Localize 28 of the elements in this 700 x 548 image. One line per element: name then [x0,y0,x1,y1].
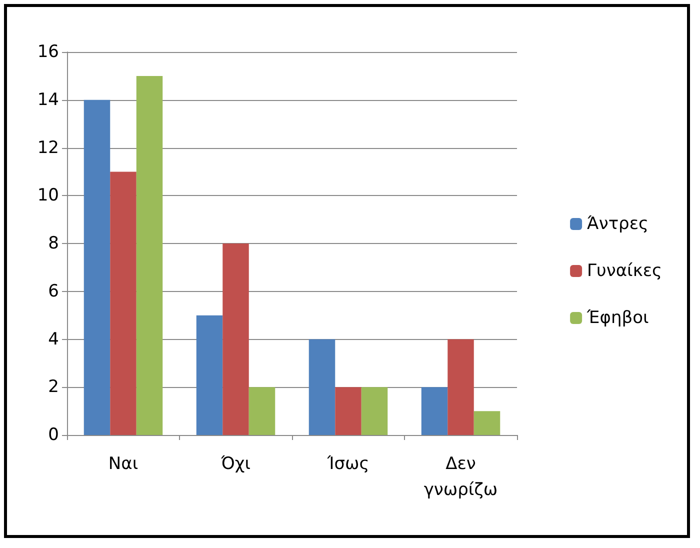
bar [308,339,336,435]
y-tick-label: 12 [37,138,59,158]
bar [248,387,276,435]
x-tick-label: Δεν γνωρίζω [424,454,498,500]
bar [474,411,500,435]
bar [222,244,249,435]
legend-label: Γυναίκες [587,261,662,281]
bar [84,100,110,435]
x-tick-label: Ίσως [326,454,370,474]
bar [335,387,362,435]
y-tick-label: 4 [48,329,59,350]
bar [421,387,448,435]
x-tick-label: Όχι [220,454,251,474]
y-tick-label: 2 [48,377,59,398]
legend-label: Άντρες [587,214,649,234]
bar [110,172,136,435]
y-tick-label: 10 [37,186,59,206]
y-tick-label: 0 [48,425,59,445]
y-tick-label: 6 [48,281,59,302]
legend-label: Έφηβοι [586,308,649,328]
y-tick-label: 16 [37,42,59,62]
x-tick-label: Ναι [108,454,138,474]
bar [361,387,388,435]
bar [196,315,223,435]
bar [136,76,163,435]
y-tick-label: 14 [37,90,59,110]
y-tick-label: 8 [48,234,59,254]
bar [448,339,474,435]
